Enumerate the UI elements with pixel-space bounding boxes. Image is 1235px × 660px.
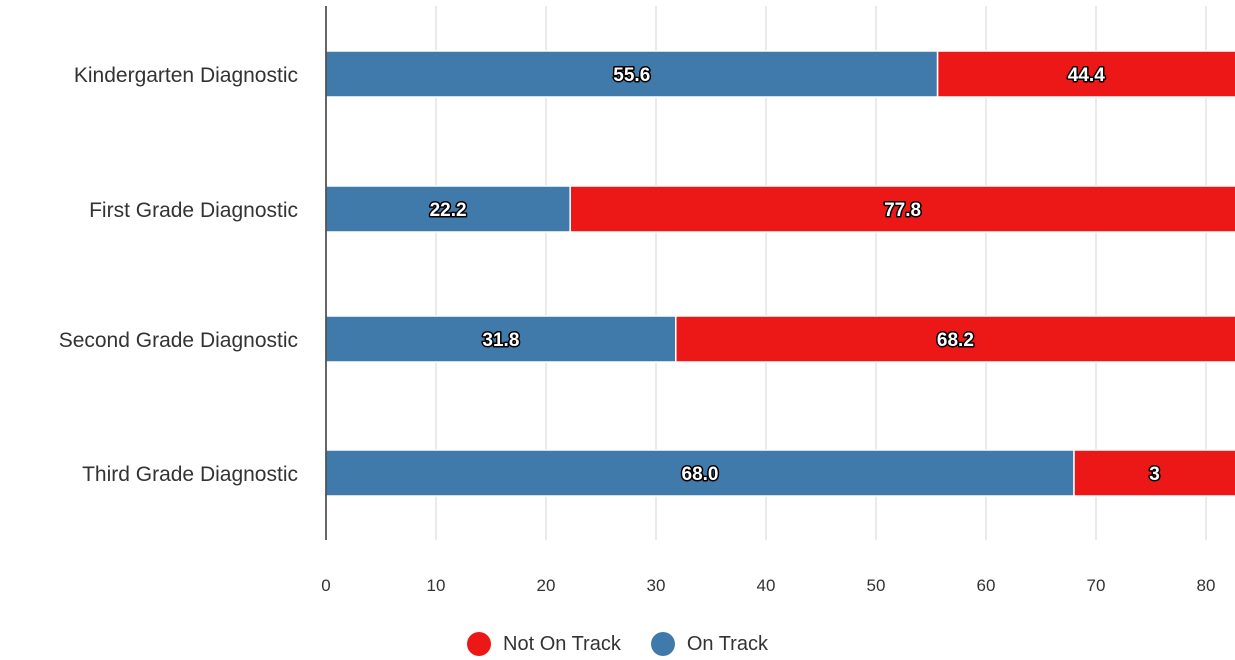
x-tick-label-60: 60 bbox=[977, 576, 996, 595]
data-label-not-on-track-3: 3 bbox=[1149, 464, 1160, 485]
legend-label-not-on-track: Not On Track bbox=[503, 632, 621, 655]
bar-on-track-1 bbox=[326, 185, 571, 233]
bar-on-track-2 bbox=[326, 315, 677, 363]
bars-group: 55.6 44.4 22.2 77.8 31.8 68.2 68.0 3 bbox=[326, 50, 1235, 497]
category-label-3: Third Grade Diagnostic bbox=[82, 463, 298, 486]
category-label-1: First Grade Diagnostic bbox=[89, 199, 298, 222]
data-label-not-on-track-0: 44.4 bbox=[1068, 65, 1105, 86]
legend: Not On Track On Track bbox=[0, 628, 1235, 660]
x-tick-label-70: 70 bbox=[1087, 576, 1106, 595]
x-tick-label-50: 50 bbox=[867, 576, 886, 595]
x-tick-label-80: 80 bbox=[1197, 576, 1216, 595]
bar-on-track-3 bbox=[326, 449, 1075, 497]
x-tick-label-20: 20 bbox=[537, 576, 556, 595]
data-label-on-track-3: 68.0 bbox=[682, 464, 719, 485]
data-label-not-on-track-2: 68.2 bbox=[937, 330, 974, 351]
x-tick-label-40: 40 bbox=[757, 576, 776, 595]
bar-not-on-track-2 bbox=[675, 315, 1235, 363]
legend-marker-on-track bbox=[650, 632, 675, 656]
x-tick-label-0: 0 bbox=[321, 576, 330, 595]
x-tick-label-30: 30 bbox=[647, 576, 666, 595]
data-label-not-on-track-1: 77.8 bbox=[884, 200, 921, 221]
data-label-on-track-1: 22.2 bbox=[430, 200, 467, 221]
x-tick-label-10: 10 bbox=[427, 576, 446, 595]
category-label-0: Kindergarten Diagnostic bbox=[74, 64, 298, 87]
data-label-on-track-2: 31.8 bbox=[482, 330, 519, 351]
legend-label-on-track: On Track bbox=[686, 632, 768, 655]
stacked-bar-chart: 0 10 20 30 40 50 60 70 80 Kindergarten Diagnostic… bbox=[59, 6, 1235, 595]
legend-item-on-track[interactable]: On Track bbox=[650, 632, 768, 656]
bar-not-on-track-0 bbox=[936, 50, 1235, 98]
legend-item-not-on-track[interactable]: Not On Track bbox=[467, 632, 621, 656]
legend-marker-not-on-track bbox=[467, 632, 492, 656]
bar-not-on-track-3 bbox=[1073, 449, 1235, 497]
bar-not-on-track-1 bbox=[569, 185, 1235, 233]
category-label-2: Second Grade Diagnostic bbox=[59, 329, 298, 352]
data-label-on-track-0: 55.6 bbox=[613, 65, 650, 86]
